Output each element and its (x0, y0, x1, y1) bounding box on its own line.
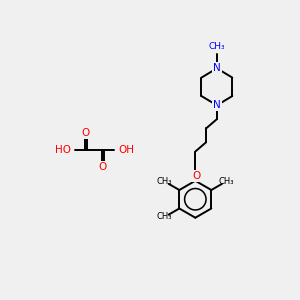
Text: O: O (192, 171, 200, 181)
Text: N: N (213, 63, 221, 73)
Text: CH₃: CH₃ (218, 177, 234, 186)
Text: O: O (99, 162, 107, 172)
Text: CH₃: CH₃ (208, 42, 225, 51)
Text: O: O (82, 128, 90, 138)
Text: CH₃: CH₃ (157, 177, 172, 186)
Text: CH₃: CH₃ (157, 212, 172, 221)
Text: N: N (213, 100, 221, 110)
Text: HO: HO (56, 145, 71, 155)
Text: OH: OH (118, 145, 134, 155)
